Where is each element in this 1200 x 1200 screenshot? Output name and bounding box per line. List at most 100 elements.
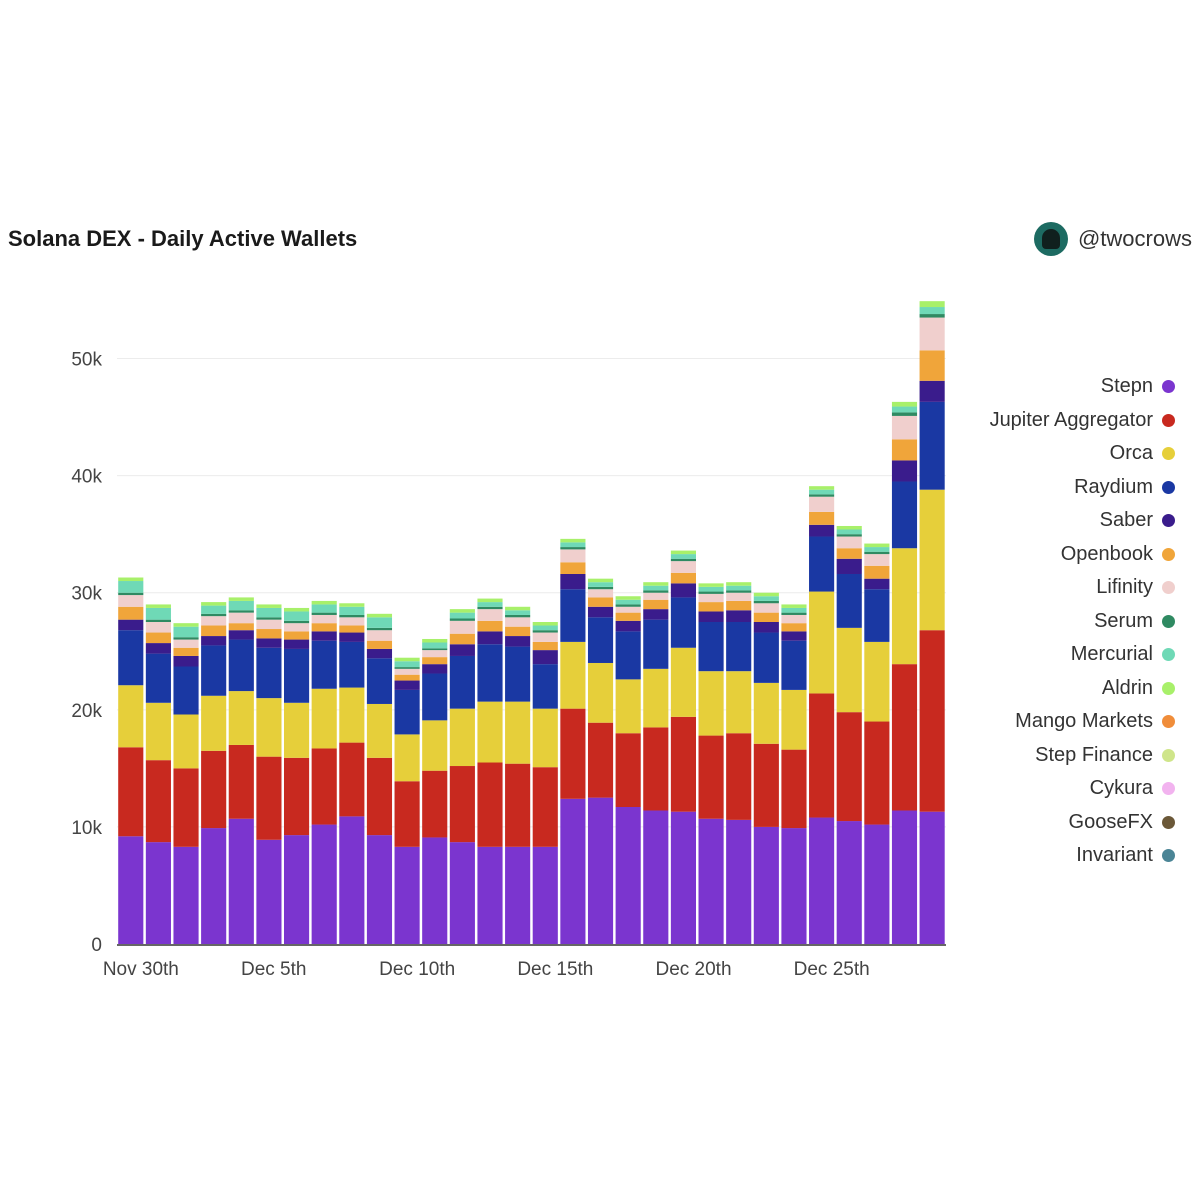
bar-segment-lifinity (532, 632, 558, 642)
bar-segment-aldrin (201, 602, 227, 606)
bar-segment-jupiter-aggregator (643, 727, 669, 811)
bar-segment-mercurial (670, 554, 696, 559)
x-tick-label: Nov 30th (103, 959, 179, 980)
bar-segment-serum (449, 618, 475, 621)
bar-segment-saber (256, 638, 282, 648)
bar-segment-orca (477, 701, 503, 763)
bar-segment-orca (560, 641, 586, 709)
bar-segment-openbook (836, 548, 862, 559)
legend-item[interactable]: Raydium (930, 471, 1175, 505)
bar-segment-saber (201, 636, 227, 646)
bar-segment-orca (781, 689, 807, 750)
legend-item[interactable]: Mercurial (930, 638, 1175, 672)
legend-swatch (1162, 815, 1175, 829)
legend-item[interactable]: GooseFX (930, 806, 1175, 840)
bar-segment-serum (726, 590, 752, 593)
bar-segment-aldrin (228, 597, 254, 601)
legend-label: Lifinity (1096, 576, 1153, 599)
bar-segment-saber (422, 664, 448, 674)
bar-segment-serum (587, 586, 614, 590)
legend-item[interactable]: Cykura (930, 772, 1175, 806)
attribution[interactable]: @twocrows (1033, 222, 1192, 256)
bar-segment-saber (145, 643, 171, 654)
legend-item[interactable]: Saber (930, 504, 1175, 538)
bar-segment-jupiter-aggregator (698, 735, 724, 819)
bar-segment-raydium (228, 639, 254, 692)
bar-segment-openbook (753, 612, 779, 622)
legend-item[interactable]: Openbook (930, 538, 1175, 572)
bar-segment-lifinity (477, 609, 503, 621)
bar-segment-serum (256, 617, 282, 620)
bar-segment-orca (394, 734, 420, 782)
bar-segment-serum (670, 558, 696, 562)
x-tick-label: Dec 25th (794, 959, 870, 980)
bar-segment-openbook (919, 350, 945, 381)
legend-item[interactable]: Stepn (930, 370, 1175, 404)
legend-item[interactable]: Serum (930, 605, 1175, 639)
legend-item[interactable]: Step Finance (930, 739, 1175, 773)
bar-segment-jupiter-aggregator (726, 733, 752, 820)
bar-segment-openbook (422, 657, 448, 665)
bar-segment-saber (836, 558, 862, 574)
bar-segment-stepn (587, 797, 614, 944)
bar-segment-saber (284, 639, 310, 649)
legend-label: Stepn (1100, 375, 1153, 398)
bar-segment-lifinity (753, 603, 779, 613)
bar-segment-orca (422, 720, 448, 771)
bar-segment-openbook (698, 602, 724, 612)
legend-swatch (1162, 681, 1175, 695)
y-tick-label: 10k (71, 818, 102, 839)
bar-segment-stepn (173, 846, 199, 944)
bar-segment-orca (615, 679, 641, 734)
y-tick-label: 20k (71, 701, 102, 722)
bar-segment-aldrin (809, 486, 835, 490)
legend-item[interactable]: Invariant (930, 839, 1175, 873)
bar-segment-lifinity (173, 639, 199, 648)
x-tick-label: Dec 15th (517, 959, 593, 980)
bar-segment-raydium (449, 655, 475, 709)
legend-item[interactable]: Aldrin (930, 672, 1175, 706)
bar-segment-mercurial (339, 606, 365, 615)
bar-segment-jupiter-aggregator (615, 733, 641, 808)
bar-segment-serum (643, 590, 669, 593)
bar-segment-stepn (753, 826, 779, 944)
bar-segment-lifinity (505, 617, 531, 627)
legend-item[interactable]: Jupiter Aggregator (930, 404, 1175, 438)
bar-segment-stepn (394, 846, 420, 944)
bar-segment-stepn (201, 828, 227, 944)
legend-item[interactable]: Orca (930, 437, 1175, 471)
bar-segment-mercurial (201, 605, 227, 614)
legend-swatch (1162, 380, 1175, 394)
bar-segment-jupiter-aggregator (919, 630, 945, 812)
bar-segment-aldrin (726, 582, 752, 586)
bar-segment-openbook (394, 674, 420, 681)
bar-segment-aldrin (173, 623, 199, 627)
bar-segment-raydium (753, 632, 779, 683)
bar-segment-mercurial (394, 661, 420, 668)
bar-segment-lifinity (339, 617, 365, 626)
bar-segment-jupiter-aggregator (781, 749, 807, 829)
bar-segment-lifinity (864, 554, 890, 566)
bar-segment-lifinity (836, 536, 862, 549)
bar-segment-raydium (118, 630, 144, 686)
bar-segment-mercurial (449, 612, 475, 619)
bar-segment-raydium (366, 658, 393, 704)
legend-item[interactable]: Lifinity (930, 571, 1175, 605)
bar-segment-serum (781, 612, 807, 615)
bar-segment-mercurial (256, 607, 282, 618)
bar-segment-stepn (422, 837, 448, 944)
bar-segment-orca (587, 662, 614, 723)
bar-segment-stepn (891, 810, 918, 944)
bar-segment-aldrin (394, 657, 420, 662)
bar-segment-aldrin (891, 401, 918, 407)
bar-segment-jupiter-aggregator (256, 756, 282, 840)
bar-segment-raydium (394, 689, 420, 735)
bar-segment-stepn (339, 816, 365, 944)
author-handle[interactable]: @twocrows (1077, 226, 1192, 251)
bar-segment-mercurial (836, 529, 862, 535)
legend-item[interactable]: Mango Markets (930, 705, 1175, 739)
legend-swatch (1162, 614, 1175, 628)
bar-segment-stepn (256, 839, 282, 944)
bar-segment-jupiter-aggregator (753, 743, 779, 827)
bar-segment-aldrin (145, 604, 171, 608)
